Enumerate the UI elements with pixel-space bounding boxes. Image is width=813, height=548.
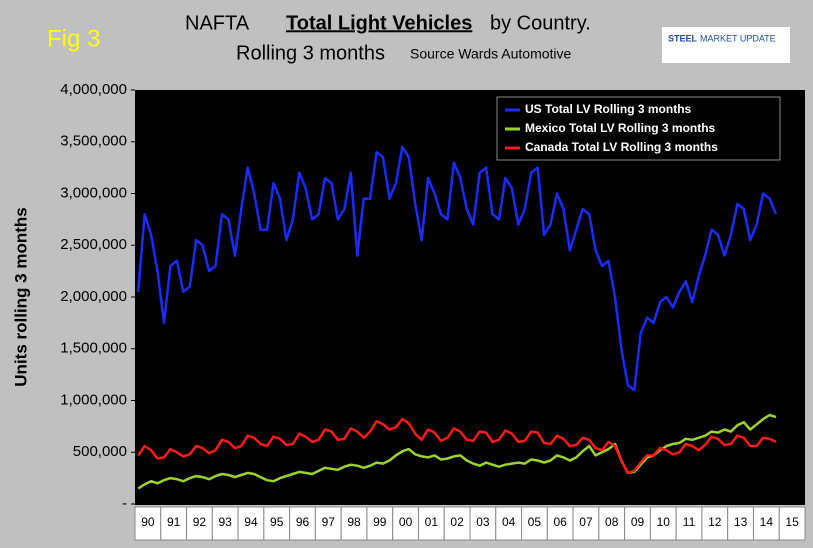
x-tick-label: 12 <box>708 515 722 529</box>
x-category-box <box>314 506 342 541</box>
x-category-box <box>366 506 394 541</box>
logo: STEEL MARKET UPDATE <box>662 27 790 63</box>
series-line <box>137 417 777 475</box>
chart-subtitle: Rolling 3 months <box>236 42 385 64</box>
x-tick-label: 02 <box>450 515 464 529</box>
x-tick-label: 94 <box>244 515 258 529</box>
chart-title-emphasis: Total Light Vehicles <box>286 12 472 34</box>
y-tick-label: 500,000 <box>73 443 127 460</box>
x-category-box <box>598 506 626 541</box>
x-tick-label: 03 <box>476 515 490 529</box>
x-category-box <box>546 506 574 541</box>
x-tick-label: 13 <box>734 515 748 529</box>
y-tick-label: 3,500,000 <box>60 133 127 150</box>
chart-title-suffix: by Country. <box>490 12 591 34</box>
x-tick-label: 09 <box>631 515 645 529</box>
y-tick-label: 1,500,000 <box>60 340 127 357</box>
series-line <box>137 413 777 490</box>
figure-label: Fig 3 <box>47 25 100 52</box>
y-tick-label: - <box>122 495 127 512</box>
chart-title: NAFTA <box>185 12 250 34</box>
x-category-box <box>211 506 239 541</box>
y-tick-label: 2,000,000 <box>60 288 127 305</box>
legend-box <box>496 96 781 161</box>
source: Source Wards Automotive <box>410 46 572 62</box>
y-tick-label: 1,000,000 <box>60 391 127 408</box>
x-category-box <box>649 506 677 541</box>
x-tick-label: 98 <box>347 515 361 529</box>
x-category-box <box>675 506 703 541</box>
logo-box <box>662 27 790 63</box>
legend-label: US Total LV Rolling 3 months <box>525 102 692 116</box>
x-category-box <box>572 506 600 541</box>
x-tick-label: 95 <box>270 515 284 529</box>
x-tick-label: 93 <box>219 515 233 529</box>
legend-label: Canada Total LV Rolling 3 months <box>525 140 718 154</box>
x-category-box <box>701 506 729 541</box>
x-tick-label: 96 <box>296 515 310 529</box>
x-tick-label: 06 <box>554 515 568 529</box>
x-category-box <box>443 506 471 541</box>
x-category-box <box>417 506 445 541</box>
logo-top: STEEL <box>668 33 698 43</box>
x-category-box <box>624 506 651 541</box>
x-tick-label: 15 <box>785 515 799 529</box>
x-tick-label: 05 <box>528 515 542 529</box>
x-category-box <box>752 506 780 541</box>
y-tick-label: 3,000,000 <box>60 184 127 201</box>
y-tick-label: 2,500,000 <box>60 236 127 253</box>
y-tick-label: 4,000,000 <box>60 81 127 98</box>
x-tick-label: 91 <box>167 515 181 529</box>
x-category-box <box>263 506 291 541</box>
x-category-box <box>778 506 806 541</box>
x-tick-label: 00 <box>399 515 413 529</box>
x-tick-label: 90 <box>141 515 155 529</box>
x-tick-label: 99 <box>373 515 387 529</box>
x-category-box <box>521 506 548 541</box>
x-tick-label: 97 <box>322 515 336 529</box>
x-tick-label: 01 <box>425 515 439 529</box>
x-tick-label: 14 <box>760 515 774 529</box>
x-tick-label: 10 <box>657 515 671 529</box>
x-tick-label: 08 <box>605 515 619 529</box>
x-category-box <box>495 506 523 541</box>
x-tick-label: 04 <box>502 515 516 529</box>
x-tick-label: 07 <box>579 515 593 529</box>
x-tick-label: 11 <box>683 515 696 529</box>
series-line <box>136 145 778 392</box>
x-category-box <box>160 506 188 541</box>
legend-label: Mexico Total LV Rolling 3 months <box>525 121 716 135</box>
x-tick-label: 92 <box>193 515 207 529</box>
legend: US Total LV Rolling 3 months Mexico Total… <box>496 96 781 161</box>
logo-bottom: MARKET UPDATE <box>700 33 776 43</box>
y-axis-label: Units rolling 3 months <box>11 207 30 386</box>
